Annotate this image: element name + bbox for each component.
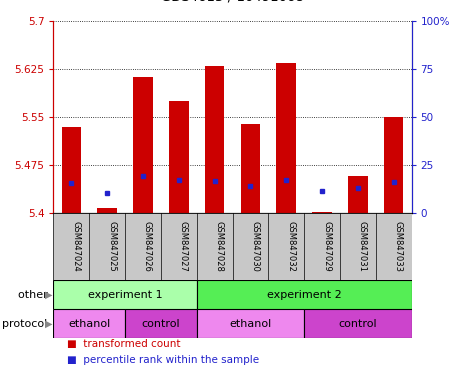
Bar xyxy=(125,309,197,338)
Bar xyxy=(304,309,412,338)
Text: GSM847026: GSM847026 xyxy=(143,221,152,272)
Text: GSM847025: GSM847025 xyxy=(107,221,116,272)
Text: protocol: protocol xyxy=(2,318,51,329)
Text: ■  percentile rank within the sample: ■ percentile rank within the sample xyxy=(67,355,259,365)
Text: ■  transformed count: ■ transformed count xyxy=(67,339,181,349)
Text: other: other xyxy=(18,290,51,300)
Text: experiment 1: experiment 1 xyxy=(88,290,162,300)
Bar xyxy=(205,66,225,213)
Text: GSM847027: GSM847027 xyxy=(179,221,188,272)
Bar xyxy=(348,176,368,213)
Text: experiment 2: experiment 2 xyxy=(267,290,341,300)
Bar xyxy=(276,63,296,213)
Text: ▶: ▶ xyxy=(45,290,53,300)
Text: GSM847031: GSM847031 xyxy=(358,221,367,272)
Text: GSM847033: GSM847033 xyxy=(393,221,403,272)
Bar xyxy=(197,309,304,338)
Bar xyxy=(312,212,332,213)
Bar xyxy=(97,208,117,213)
Text: GSM847030: GSM847030 xyxy=(250,221,259,272)
Text: GSM847028: GSM847028 xyxy=(214,221,224,272)
Text: control: control xyxy=(141,318,180,329)
Text: GSM847024: GSM847024 xyxy=(72,221,80,272)
Bar xyxy=(384,117,404,213)
Bar xyxy=(53,280,197,309)
Bar xyxy=(169,101,189,213)
Text: GDS4613 / 10491068: GDS4613 / 10491068 xyxy=(161,0,304,4)
Bar xyxy=(133,77,153,213)
Text: GSM847029: GSM847029 xyxy=(322,221,331,272)
Bar xyxy=(61,127,81,213)
Bar xyxy=(197,280,412,309)
Text: control: control xyxy=(339,318,377,329)
Text: ▶: ▶ xyxy=(45,318,53,329)
Bar xyxy=(240,124,260,213)
Text: ethanol: ethanol xyxy=(68,318,110,329)
Bar xyxy=(53,309,125,338)
Text: GSM847032: GSM847032 xyxy=(286,221,295,272)
Text: ethanol: ethanol xyxy=(229,318,272,329)
